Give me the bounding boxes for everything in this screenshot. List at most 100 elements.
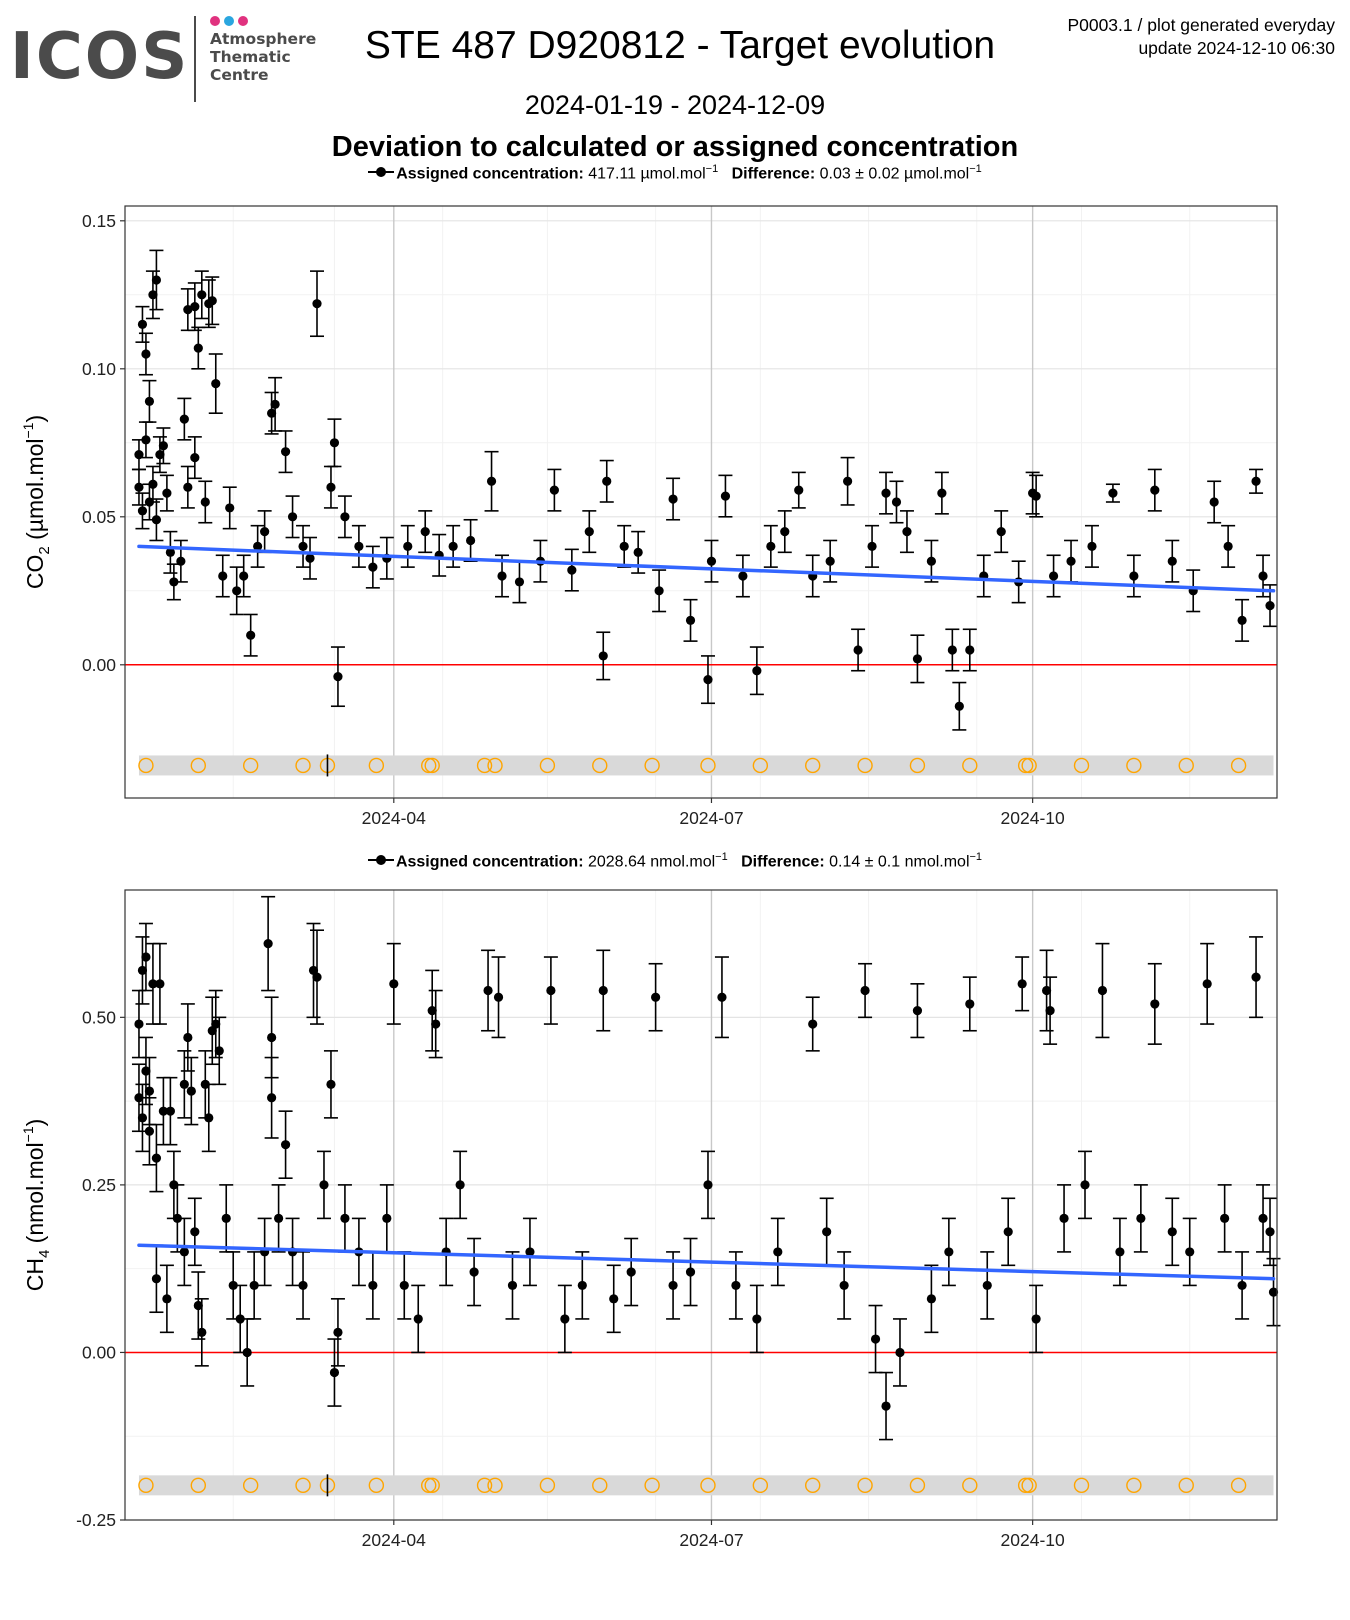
data-point	[1235, 598, 1250, 642]
point-marker	[221, 1213, 231, 1224]
point-marker	[560, 1314, 570, 1324]
data-point	[1256, 1184, 1271, 1253]
data-point	[201, 1083, 216, 1153]
point-marker	[165, 1106, 175, 1116]
point-marker	[368, 1280, 378, 1291]
point-marker	[1150, 485, 1160, 495]
point-marker	[549, 485, 559, 495]
data-point	[683, 1237, 698, 1307]
point-marker	[225, 503, 235, 513]
point-marker	[619, 541, 629, 551]
data-point	[163, 1076, 178, 1146]
calibration-marker	[487, 1477, 503, 1494]
data-point	[1200, 942, 1215, 1025]
data-point	[952, 681, 967, 731]
data-point	[194, 270, 209, 320]
point-marker	[870, 1334, 881, 1344]
calibration-marker	[421, 1477, 437, 1494]
point-marker	[1129, 571, 1139, 581]
data-point	[198, 480, 213, 524]
data-point	[700, 1150, 715, 1220]
calibration-marker	[700, 1477, 716, 1494]
point-marker	[881, 1401, 891, 1411]
point-marker	[298, 1280, 308, 1291]
point-marker	[982, 1280, 992, 1291]
point-marker	[190, 453, 200, 463]
data-point	[1084, 524, 1099, 568]
point-marker	[312, 299, 322, 309]
data-point	[1046, 554, 1061, 598]
x-tick-label: 2024-04	[362, 808, 426, 828]
data-point	[135, 492, 150, 530]
point-marker	[137, 965, 148, 976]
point-marker	[141, 952, 151, 962]
chart-subtitle: Deviation to calculated or assigned conc…	[331, 131, 1019, 163]
calibration-marker	[592, 1477, 608, 1494]
point-marker	[1031, 491, 1041, 501]
data-point	[1039, 949, 1054, 1032]
data-point	[142, 1096, 157, 1166]
point-marker	[232, 586, 242, 596]
point-marker	[158, 441, 168, 451]
point-marker	[486, 476, 497, 486]
data-point	[432, 533, 447, 577]
point-marker	[249, 1280, 259, 1291]
calibration-marker	[1017, 757, 1034, 774]
point-marker	[867, 541, 877, 551]
data-point	[837, 1251, 852, 1320]
data-point	[1207, 480, 1222, 524]
y-tick-label: 0.50	[82, 1007, 116, 1027]
calibration-marker	[138, 757, 154, 774]
data-point	[428, 989, 443, 1059]
point-marker	[134, 482, 144, 492]
data-point	[596, 631, 611, 681]
point-marker	[766, 541, 776, 551]
data-point	[858, 962, 873, 1019]
y-tick-label: 0.05	[82, 507, 116, 527]
point-marker	[1251, 476, 1261, 486]
axes: 0.15 0.10 0.05 0.00 2024-04 2024-07 2024-10	[82, 211, 1065, 828]
data-point	[868, 1304, 883, 1374]
data-point	[624, 1237, 639, 1307]
point-marker	[1087, 541, 1097, 551]
data-point	[268, 376, 283, 432]
data-point	[791, 471, 806, 509]
calibration-marker	[295, 757, 311, 774]
data-point	[1263, 1197, 1278, 1267]
point-marker	[413, 1314, 423, 1324]
point-marker	[274, 1213, 284, 1224]
plot-frame	[124, 889, 1278, 1521]
point-marker	[197, 1327, 207, 1337]
data-point	[145, 270, 160, 320]
data-point	[278, 1110, 293, 1179]
point-marker	[134, 1093, 144, 1103]
point-marker	[926, 1294, 937, 1304]
point-marker	[825, 556, 835, 566]
point-marker	[333, 672, 343, 682]
point-marker	[420, 527, 430, 537]
legend-difference-label: Difference:	[741, 853, 825, 871]
point-marker	[148, 290, 158, 300]
point-marker	[158, 1106, 168, 1116]
data-point	[184, 1056, 199, 1126]
point-marker	[137, 319, 148, 329]
point-marker	[1237, 615, 1247, 625]
calibration-marker	[242, 757, 259, 774]
point-marker	[186, 1086, 196, 1096]
data-point	[337, 495, 352, 539]
logo-line-2: Thematic	[210, 48, 291, 66]
data-point	[205, 276, 220, 326]
calibration-markers	[138, 1474, 1247, 1497]
data-point	[327, 1338, 342, 1407]
point-marker	[403, 541, 413, 551]
axes: 0.50 0.25 0.00 -0.25 2024-04 2024-07 2024-10	[76, 1007, 1065, 1550]
data-point	[865, 524, 880, 568]
point-marker	[633, 547, 643, 557]
point-marker	[204, 1113, 214, 1123]
point-marker	[602, 476, 612, 486]
data-point	[351, 524, 366, 568]
data-point	[512, 560, 527, 604]
legend-assigned-label: Assigned concentration:	[396, 165, 584, 183]
data-point	[411, 1284, 426, 1354]
calibration-marker	[805, 757, 821, 774]
